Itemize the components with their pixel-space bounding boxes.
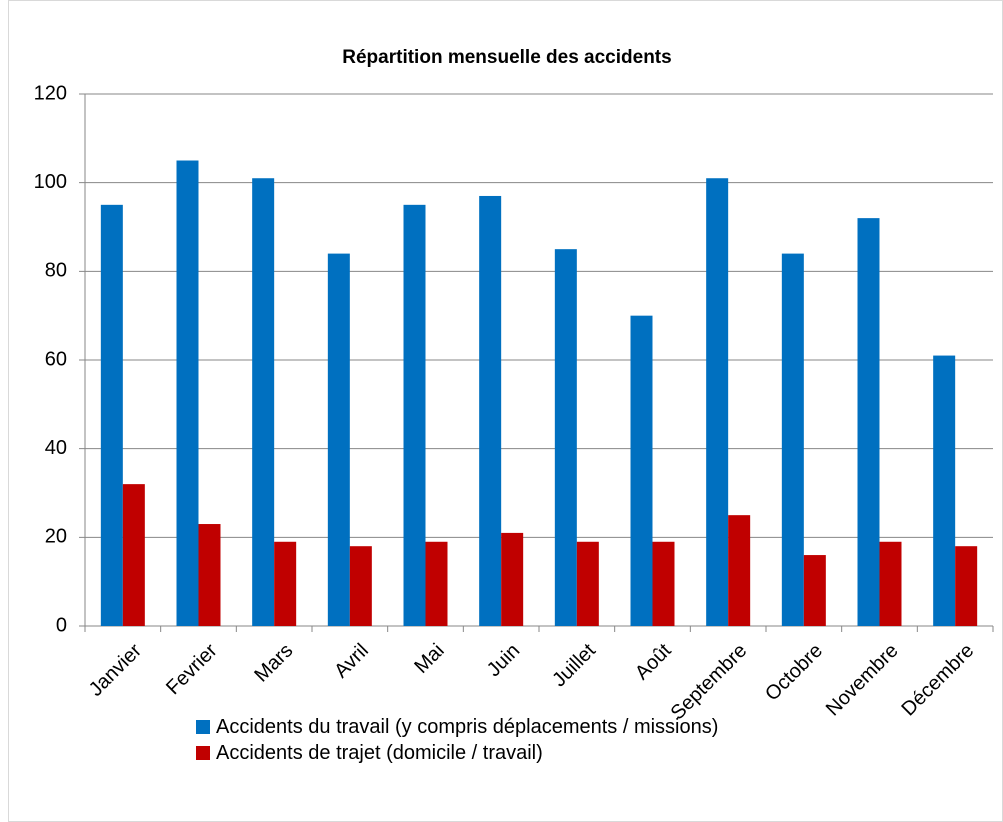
y-tick-label: 60 [45, 348, 67, 370]
legend-label: Accidents du travail (y compris déplacem… [216, 716, 719, 738]
legend: Accidents du travail (y compris déplacem… [196, 714, 756, 766]
legend-swatch [196, 746, 210, 760]
y-tick-label: 100 [34, 171, 67, 193]
x-tick-label: Octobre [761, 640, 827, 706]
bar [933, 355, 956, 626]
x-tick-label: Août [631, 639, 676, 684]
x-tick-label: Mars [250, 640, 297, 687]
legend-label: Accidents de trajet (domicile / travail) [216, 742, 543, 764]
x-tick-label: Juillet [548, 639, 600, 691]
y-tick-label: 120 [34, 82, 67, 104]
legend-swatch [196, 720, 210, 734]
legend-item: Accidents du travail (y compris déplacem… [196, 714, 756, 740]
bar [327, 253, 350, 626]
bar [955, 546, 978, 626]
bar [198, 524, 221, 626]
bar [706, 178, 729, 626]
bar [479, 195, 502, 626]
x-tick-label: Décembre [898, 640, 979, 721]
x-tick-label: Avril [330, 640, 373, 683]
x-tick-label: Janvier [85, 639, 146, 700]
bar [857, 218, 880, 626]
x-tick-label: Septembre [667, 640, 752, 725]
bar [349, 546, 372, 626]
bar [274, 541, 297, 626]
bar [728, 515, 751, 626]
x-tick-label: Novembre [822, 640, 903, 721]
x-tick-label: Mai [410, 640, 448, 678]
bar [501, 532, 524, 626]
x-tick-label: Juin [483, 640, 525, 682]
bar [122, 484, 145, 626]
bar [100, 204, 123, 627]
bar [630, 315, 653, 626]
y-tick-label: 40 [45, 437, 67, 459]
y-tick-label: 20 [45, 526, 67, 548]
bar [781, 253, 804, 626]
chart-title: Répartition mensuelle des accidents [342, 47, 671, 68]
y-tick-label: 80 [45, 260, 67, 282]
bar [403, 204, 426, 627]
y-tick-label: 0 [56, 614, 67, 636]
bar [652, 541, 675, 626]
legend-item: Accidents de trajet (domicile / travail) [196, 740, 756, 766]
bar [803, 555, 826, 626]
x-tick-label: Fevrier [162, 639, 222, 699]
bar [176, 160, 199, 626]
bar [879, 541, 902, 626]
bar [425, 541, 448, 626]
bar [554, 249, 577, 626]
bar [252, 178, 275, 626]
bar [576, 541, 599, 626]
